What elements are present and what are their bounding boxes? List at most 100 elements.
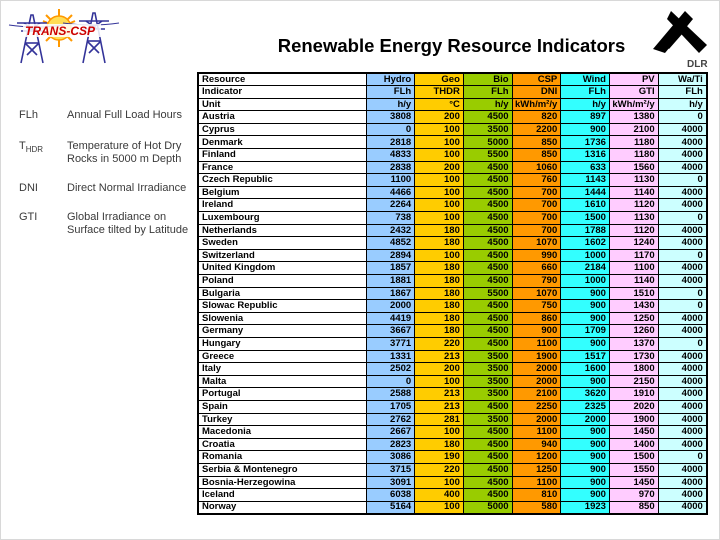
value-cell: 1900 — [511, 349, 562, 364]
value-cell: 1130 — [608, 173, 659, 187]
country-cell: Denmark — [197, 135, 367, 150]
value-cell: 100 — [414, 425, 464, 439]
value-cell: 5000 — [462, 500, 513, 515]
table-row: Poland 1881 180 4500 790 1000 1140 4000 — [197, 274, 708, 288]
header-row: Resource Hydro Geo Bio CSP Wind PV Wa/Ti — [197, 72, 708, 87]
value-cell: 220 — [414, 336, 464, 351]
value-cell: 1331 — [365, 349, 416, 364]
header-value-cell: FLh — [365, 85, 416, 99]
value-cell: 4500 — [462, 462, 513, 477]
table-row: Denmark 2818 100 5000 850 1736 1180 4000 — [197, 135, 708, 150]
header-label-cell: Resource — [197, 72, 367, 87]
value-cell: 1705 — [365, 399, 416, 414]
country-cell: Spain — [197, 399, 367, 414]
value-cell: 1070 — [511, 236, 562, 250]
value-cell: 3500 — [462, 387, 513, 401]
value-cell: 1550 — [608, 462, 659, 477]
value-cell: 2020 — [608, 399, 659, 414]
value-cell: 4500 — [462, 211, 513, 225]
value-cell: 1143 — [560, 173, 610, 187]
value-cell: 900 — [560, 299, 610, 313]
value-cell: 100 — [414, 500, 464, 515]
value-cell: 4500 — [462, 488, 513, 502]
legend-entry-dni: DNI Direct Normal Irradiance — [19, 182, 204, 196]
country-cell: Bosnia-Herzegowina — [197, 475, 367, 490]
table-row: Turkey 2762 281 3500 2000 2000 1900 4000 — [197, 412, 708, 427]
header-value-cell: °C — [414, 97, 464, 112]
table-row: Belgium 4466 100 4500 700 1444 1140 4000 — [197, 185, 708, 200]
table-row: Czech Republic 1100 100 4500 760 1143 1130 0 — [197, 173, 708, 187]
value-cell: 2100 — [511, 387, 562, 401]
value-cell: 1200 — [511, 450, 562, 464]
table-row: Iceland 6038 400 4500 810 900 970 4000 — [197, 488, 708, 502]
value-cell: 1000 — [560, 248, 610, 263]
value-cell: 1180 — [608, 135, 659, 150]
table-row: Germany 3667 180 4500 900 1709 1260 4000 — [197, 324, 708, 338]
country-cell: Portugal — [197, 387, 367, 401]
value-cell: 4500 — [462, 336, 513, 351]
table-row: Serbia & Montenegro 3715 220 4500 1250 900 155… — [197, 462, 708, 477]
value-cell: 0 — [657, 110, 708, 124]
value-cell: 2150 — [608, 374, 659, 389]
value-cell: 2432 — [365, 223, 416, 238]
country-cell: Cyprus — [197, 122, 367, 137]
legend-abbr: DNI — [19, 182, 38, 194]
value-cell: 700 — [511, 198, 562, 213]
value-cell: 900 — [511, 324, 562, 338]
table-row: Portugal 2588 213 3500 2100 3620 1910 4000 — [197, 387, 708, 401]
country-cell: Macedonia — [197, 425, 367, 439]
header-value-cell: h/y — [365, 97, 416, 112]
value-cell: 180 — [414, 286, 464, 301]
value-cell: 100 — [414, 148, 464, 162]
value-cell: 580 — [511, 500, 562, 515]
value-cell: 1070 — [511, 286, 562, 301]
value-cell: 4500 — [462, 173, 513, 187]
value-cell: 5164 — [365, 500, 416, 515]
page-title: Renewable Energy Resource Indicators — [277, 35, 626, 56]
value-cell: 2325 — [560, 399, 610, 414]
value-cell: 4000 — [657, 374, 708, 389]
value-cell: 180 — [414, 236, 464, 250]
legend-abbr: GTI — [19, 211, 38, 223]
dlr-emblem-icon — [653, 11, 707, 53]
value-cell: 4500 — [462, 198, 513, 213]
table-row: Slowenia 4419 180 4500 860 900 1250 4000 — [197, 311, 708, 326]
value-cell: 0 — [365, 122, 416, 137]
value-cell: 4500 — [462, 324, 513, 338]
value-cell: 4000 — [657, 261, 708, 275]
value-cell: 3500 — [462, 349, 513, 364]
value-cell: 4500 — [462, 236, 513, 250]
header-value-cell: FLh — [462, 85, 513, 99]
table-row: Spain 1705 213 4500 2250 2325 2020 4000 — [197, 399, 708, 414]
header-value-cell: Hydro — [365, 72, 416, 87]
header-value-cell: kWh/m²/y — [608, 97, 659, 112]
value-cell: 100 — [414, 135, 464, 150]
value-cell: 213 — [414, 349, 464, 364]
value-cell: 0 — [657, 299, 708, 313]
value-cell: 0 — [657, 286, 708, 301]
country-cell: Greece — [197, 349, 367, 364]
value-cell: 0 — [657, 173, 708, 187]
value-cell: 3086 — [365, 450, 416, 464]
value-cell: 213 — [414, 399, 464, 414]
value-cell: 3500 — [462, 362, 513, 376]
value-cell: 0 — [657, 248, 708, 263]
value-cell: 200 — [414, 160, 464, 175]
value-cell: 1709 — [560, 324, 610, 338]
value-cell: 180 — [414, 311, 464, 326]
value-cell: 633 — [560, 160, 610, 175]
country-cell: Finland — [197, 148, 367, 162]
value-cell: 1180 — [608, 148, 659, 162]
header-row: Unit h/y °C h/y kWh/m²/y h/y kWh/m²/y h/y — [197, 97, 708, 112]
value-cell: 1370 — [608, 336, 659, 351]
value-cell: 2823 — [365, 437, 416, 452]
value-cell: 4000 — [657, 425, 708, 439]
value-cell: 1857 — [365, 261, 416, 275]
table-row: Austria 3808 200 4500 820 897 1380 0 — [197, 110, 708, 124]
value-cell: 2264 — [365, 198, 416, 213]
value-cell: 1500 — [560, 211, 610, 225]
value-cell: 760 — [511, 173, 562, 187]
country-cell: Malta — [197, 374, 367, 389]
value-cell: 900 — [560, 374, 610, 389]
